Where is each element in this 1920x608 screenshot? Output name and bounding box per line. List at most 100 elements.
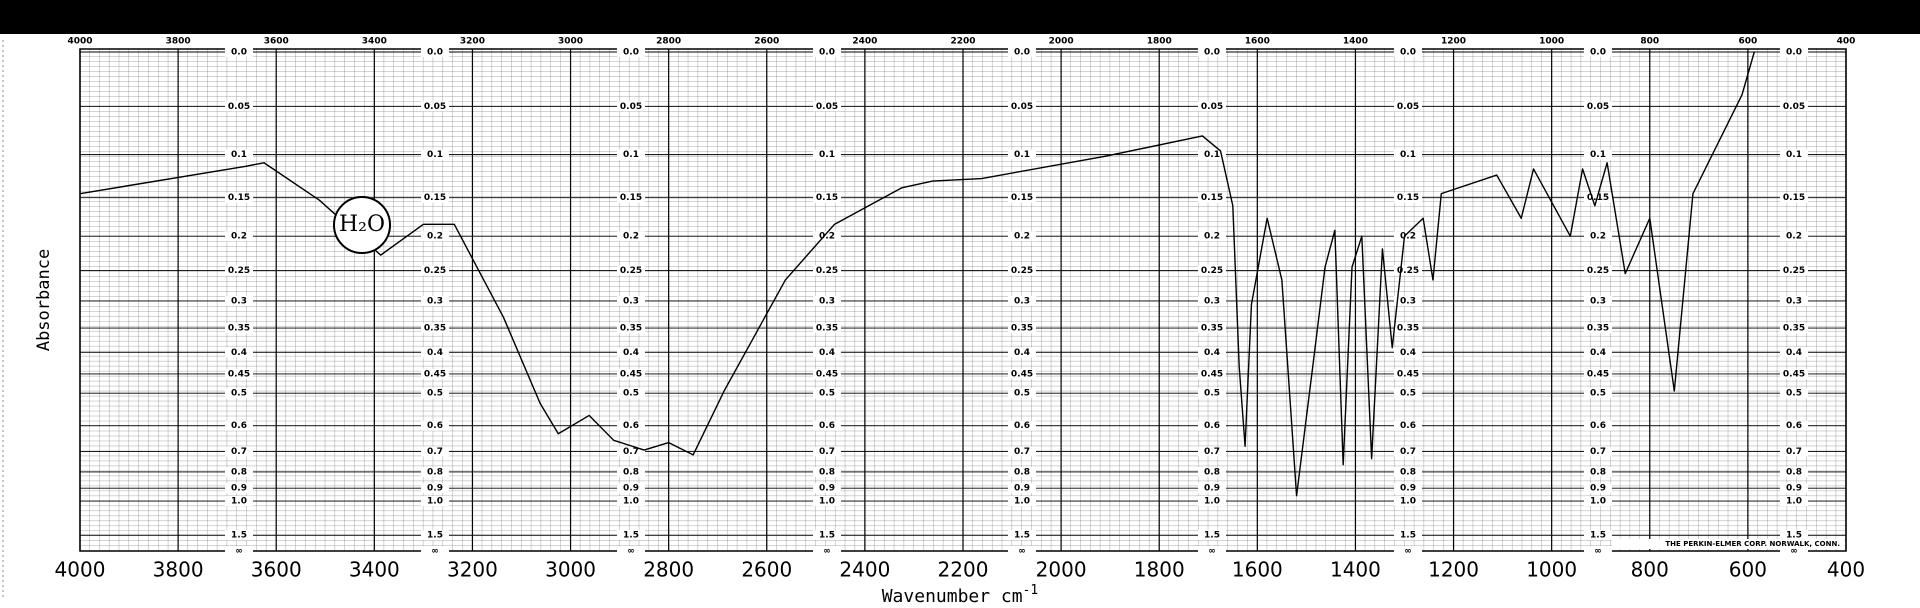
y-tick-label: 0.7 xyxy=(1204,447,1220,457)
y-tick-label: 0.9 xyxy=(1590,484,1606,494)
y-tick-label: 0.0 xyxy=(231,48,247,58)
tick-label-bg xyxy=(1780,368,1808,379)
y-tick-label: 0.25 xyxy=(816,266,838,276)
y-tick-label: 0.35 xyxy=(620,324,642,334)
y-tick-label: 0.7 xyxy=(427,447,443,457)
y-tick-label: 0.45 xyxy=(424,369,446,379)
y-tick-label: 0.0 xyxy=(623,48,639,58)
tick-label-bg xyxy=(1008,496,1036,507)
x-top-tick-label: 1200 xyxy=(1441,37,1466,47)
x-top-tick-label: 2200 xyxy=(950,37,975,47)
y-tick-label: 1.0 xyxy=(1400,497,1416,507)
y-tick-label: 0.6 xyxy=(231,421,247,431)
tick-label-bg xyxy=(225,496,253,507)
tick-label-bg xyxy=(1008,265,1036,276)
y-tick-label: 1.0 xyxy=(231,497,247,507)
y-tick-label: 0.1 xyxy=(819,150,835,160)
x-top-tick-label: 1600 xyxy=(1245,37,1270,47)
x-axis-label-superscript: -1 xyxy=(1023,583,1039,598)
y-tick-label: 0.15 xyxy=(620,193,642,203)
tick-label-bg xyxy=(1198,323,1226,334)
y-tick-label: 1.0 xyxy=(427,497,443,507)
tick-label-bg xyxy=(1008,420,1036,431)
tick-label-bg xyxy=(1008,347,1036,358)
tick-label-bg xyxy=(1584,47,1612,57)
y-tick-label: 0.7 xyxy=(1590,447,1606,457)
tick-label-bg xyxy=(225,483,253,494)
tick-label-bg xyxy=(1584,149,1612,160)
y-tick-label: 0.7 xyxy=(623,447,639,457)
tick-label-bg xyxy=(1198,265,1226,276)
y-tick-label: 0.7 xyxy=(1786,447,1802,457)
tick-label-bg xyxy=(1394,265,1422,276)
tick-label-bg xyxy=(1780,323,1808,334)
y-tick-label: ∞ xyxy=(431,547,439,557)
y-tick-label: 0.25 xyxy=(228,266,250,276)
x-tick-label: 1200 xyxy=(1428,558,1479,582)
tick-label-bg xyxy=(813,530,841,541)
y-tick-label: 0.1 xyxy=(623,150,639,160)
y-tick-label: 0.25 xyxy=(1587,266,1609,276)
y-tick-label: 0.05 xyxy=(1587,102,1609,112)
tick-label-bg xyxy=(225,323,253,334)
tick-label-bg xyxy=(617,295,645,306)
tick-label-bg xyxy=(813,47,841,57)
y-tick-label: 0.9 xyxy=(1400,484,1416,494)
y-tick-label: ∞ xyxy=(235,547,243,557)
tick-label-bg xyxy=(617,483,645,494)
tick-label-bg xyxy=(225,347,253,358)
y-tick-label: 0.8 xyxy=(1590,467,1606,477)
y-tick-label: 0.6 xyxy=(819,421,835,431)
y-tick-label: 0.15 xyxy=(1011,193,1033,203)
tick-label-bg xyxy=(1394,466,1422,477)
y-tick-label: 1.5 xyxy=(1786,531,1802,541)
x-top-tick-label: 2800 xyxy=(656,37,681,47)
x-top-tick-label: 4000 xyxy=(67,37,92,47)
y-tick-label: ∞ xyxy=(1208,547,1216,557)
tick-label-bg xyxy=(1394,496,1422,507)
tick-label-bg xyxy=(1394,546,1422,556)
tick-label-bg xyxy=(1780,295,1808,306)
y-tick-label: 0.05 xyxy=(1783,102,1805,112)
tick-label-bg xyxy=(421,347,449,358)
tick-label-bg xyxy=(421,265,449,276)
tick-label-bg xyxy=(1780,446,1808,457)
tick-label-bg xyxy=(225,101,253,112)
y-tick-label: 0.8 xyxy=(623,467,639,477)
tick-label-bg xyxy=(421,483,449,494)
tick-label-bg xyxy=(1008,149,1036,160)
x-top-tick-label: 1800 xyxy=(1147,37,1172,47)
x-tick-label: 1000 xyxy=(1526,558,1577,582)
y-tick-label: 0.8 xyxy=(1400,467,1416,477)
y-tick-label: 0.05 xyxy=(424,102,446,112)
y-tick-label: 0.05 xyxy=(1397,102,1419,112)
tick-label-bg xyxy=(1008,530,1036,541)
y-tick-label: ∞ xyxy=(823,547,831,557)
tick-label-bg xyxy=(1394,446,1422,457)
y-tick-label: 1.5 xyxy=(1590,531,1606,541)
tick-label-bg xyxy=(1198,101,1226,112)
y-tick-label: 0.8 xyxy=(1014,467,1030,477)
tick-label-bg xyxy=(617,446,645,457)
y-tick-label: ∞ xyxy=(1790,547,1798,557)
tick-label-bg xyxy=(1008,466,1036,477)
tick-label-bg xyxy=(1584,446,1612,457)
tick-label-bg xyxy=(1780,347,1808,358)
x-tick-label: 3200 xyxy=(447,558,498,582)
x-tick-label: 3000 xyxy=(545,558,596,582)
y-tick-label: ∞ xyxy=(627,547,635,557)
y-tick-label: 0.4 xyxy=(1786,348,1802,358)
x-top-tick-label: 2400 xyxy=(852,37,877,47)
y-tick-label: 0.05 xyxy=(620,102,642,112)
tick-label-bg xyxy=(1198,420,1226,431)
tick-label-bg xyxy=(421,231,449,242)
tick-label-bg xyxy=(421,546,449,556)
tick-label-bg xyxy=(1198,466,1226,477)
tick-label-bg xyxy=(1584,530,1612,541)
y-tick-label: 1.5 xyxy=(427,531,443,541)
y-tick-label: 0.6 xyxy=(623,421,639,431)
tick-label-bg xyxy=(1394,101,1422,112)
y-tick-label: 0.2 xyxy=(1400,232,1416,242)
tick-label-bg xyxy=(617,546,645,556)
tick-label-bg xyxy=(1584,231,1612,242)
